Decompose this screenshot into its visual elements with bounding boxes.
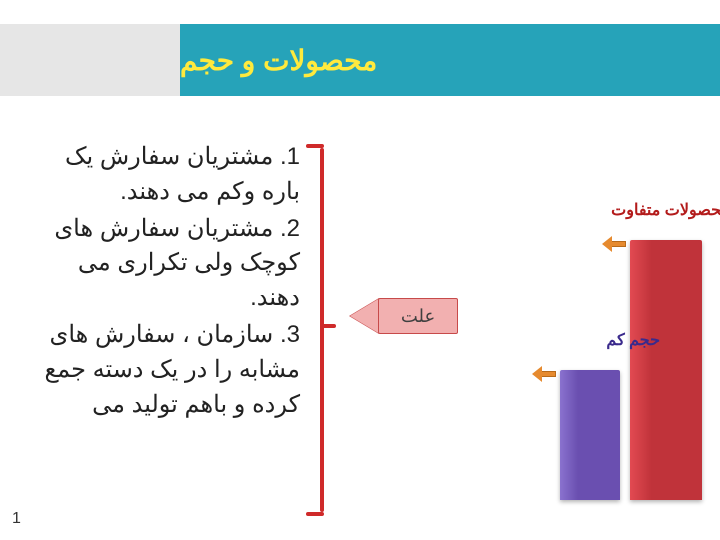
list-num: 3 bbox=[287, 321, 300, 348]
bracket-line bbox=[320, 148, 324, 512]
callout-box: علت bbox=[378, 298, 458, 334]
list-num: 2 bbox=[287, 215, 300, 242]
page-number: 1 bbox=[12, 510, 21, 528]
arrow-head bbox=[532, 366, 542, 382]
cause-callout: علت bbox=[350, 290, 470, 342]
page-title: محصولات و حجم bbox=[180, 44, 377, 77]
list-num: 1 bbox=[287, 143, 300, 170]
bracket-line bbox=[306, 512, 324, 516]
arrow-head bbox=[602, 236, 612, 252]
title-block: محصولات و حجم bbox=[180, 24, 720, 96]
list-text: مشتریان سفارش یک باره وکم می دهند. bbox=[65, 143, 300, 205]
bracket-line bbox=[306, 144, 324, 148]
list-text: مشتریان سفارش های کوچک ولی تکراری می دهن… bbox=[54, 215, 300, 312]
ordered-list: 1. مشتریان سفارش یک باره وکم می دهند. 2.… bbox=[30, 140, 300, 424]
list-item: 3. سازمان ، سفارش های مشابه را در یک دست… bbox=[30, 318, 300, 422]
brace-bracket bbox=[308, 140, 334, 520]
list-text: سازمان ، سفارش های مشابه را در یک دسته ج… bbox=[44, 321, 300, 418]
list-item: 2. مشتریان سفارش های کوچک ولی تکراری می … bbox=[30, 212, 300, 316]
arrow-shaft bbox=[540, 371, 556, 377]
bar-low-volume bbox=[560, 370, 620, 500]
arrow-left-icon bbox=[532, 366, 558, 382]
bar-label: حجم کم bbox=[540, 330, 660, 350]
bar-chart: محصولات متفاوت حجم کم bbox=[530, 200, 710, 500]
bar-label: محصولات متفاوت bbox=[610, 200, 720, 220]
callout-label: علت bbox=[401, 306, 435, 327]
bracket-line bbox=[322, 324, 336, 328]
bar-different-products bbox=[630, 240, 702, 500]
arrow-left-icon bbox=[350, 298, 380, 334]
list-item: 1. مشتریان سفارش یک باره وکم می دهند. bbox=[30, 140, 300, 210]
arrow-left-icon bbox=[602, 236, 628, 252]
arrow-shaft bbox=[610, 241, 626, 247]
